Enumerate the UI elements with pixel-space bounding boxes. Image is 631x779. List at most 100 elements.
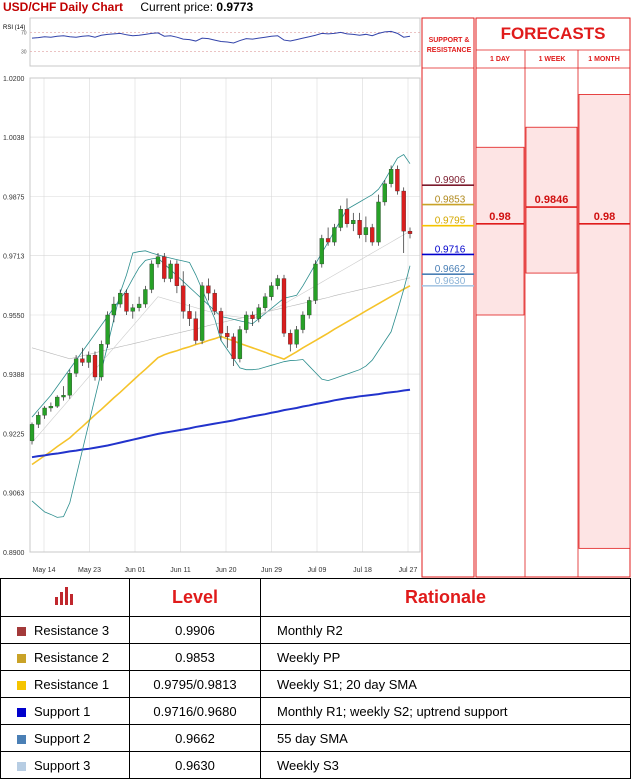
level-value: 0.9853 xyxy=(129,643,261,671)
candle-body xyxy=(401,190,406,232)
x-tick-label: May 23 xyxy=(78,567,101,574)
candle-body xyxy=(395,169,400,192)
level-label: 0.9630 xyxy=(435,276,466,287)
candle-body xyxy=(313,263,318,301)
level-name: Resistance 3 xyxy=(34,622,110,638)
candle-body xyxy=(36,415,41,425)
candle-body xyxy=(155,256,161,265)
candle-body xyxy=(269,285,274,297)
level-rationale: Weekly PP xyxy=(260,643,631,671)
level-rationale: Monthly R1; weekly S2; uptrend support xyxy=(260,697,631,725)
candle-body xyxy=(136,303,142,308)
forecast-range-band xyxy=(475,146,525,316)
level-rationale: Weekly S1; 20 day SMA xyxy=(260,670,631,698)
candle-body xyxy=(237,329,243,359)
x-tick-label: Jul 18 xyxy=(353,567,372,574)
level-rationale: Weekly S3 xyxy=(260,751,631,779)
candle-body xyxy=(225,333,230,338)
candle-body xyxy=(168,263,173,279)
candle-body xyxy=(218,311,224,334)
table-row: Resistance 1 0.9795/0.9813 Weekly S1; 20… xyxy=(0,670,631,698)
level-label: 0.9853 xyxy=(435,195,466,206)
table-row: Support 3 0.9630 Weekly S3 xyxy=(0,751,631,779)
level-value: 0.9716/0.9680 xyxy=(129,697,261,725)
y-tick-label: 0.9225 xyxy=(3,432,25,439)
x-tick-label: Jun 29 xyxy=(261,567,282,574)
table-row: Support 2 0.9662 55 day SMA xyxy=(0,724,631,752)
rsi-tick: 30 xyxy=(21,50,27,56)
candle-body xyxy=(118,292,123,305)
level-swatch xyxy=(17,626,26,636)
y-tick-label: 1.0200 xyxy=(3,76,25,83)
x-tick-label: Jun 01 xyxy=(124,567,145,574)
current-price-value: 0.9773 xyxy=(216,0,254,14)
level-name: Support 2 xyxy=(34,730,91,746)
forecast-range-band xyxy=(525,126,578,274)
candle-body xyxy=(338,209,343,228)
y-tick-label: 0.9713 xyxy=(3,254,25,261)
levels-table: Level Rationale Resistance 3 0.9906 Mont… xyxy=(0,578,631,779)
level-value: 0.9630 xyxy=(129,751,261,779)
candle-body xyxy=(212,292,217,312)
candle-body xyxy=(105,314,110,345)
level-value: 0.9795/0.9813 xyxy=(129,670,261,698)
candle-body xyxy=(307,300,312,316)
candle-body xyxy=(130,307,135,312)
y-tick-label: 1.0038 xyxy=(3,135,25,142)
y-tick-label: 0.8900 xyxy=(3,550,25,557)
candle-body xyxy=(388,169,394,184)
candle-body xyxy=(61,395,66,398)
candle-body xyxy=(244,314,249,330)
rationale-header: Rationale xyxy=(260,578,631,617)
candle-body xyxy=(42,407,47,416)
x-tick-label: Jul 09 xyxy=(308,567,327,574)
sr-panel xyxy=(421,17,475,578)
x-tick-label: May 14 xyxy=(33,567,56,574)
candle-body xyxy=(124,292,129,312)
rsi-line xyxy=(31,30,411,44)
level-name: Support 3 xyxy=(34,757,91,773)
candle-body xyxy=(382,183,387,203)
level-swatch xyxy=(17,653,26,663)
levels-table-header: Level Rationale xyxy=(0,578,631,617)
level-label: 0.9716 xyxy=(435,244,466,255)
candle-body xyxy=(363,227,369,235)
table-row: Support 1 0.9716/0.9680 Monthly R1; week… xyxy=(0,697,631,725)
level-swatch xyxy=(17,734,26,744)
table-row: Resistance 2 0.9853 Weekly PP xyxy=(0,643,631,671)
candle-body xyxy=(281,278,287,334)
candle-body xyxy=(376,201,381,243)
candle-body xyxy=(67,373,72,396)
bar-chart-icon xyxy=(0,578,130,617)
candle-body xyxy=(193,318,198,341)
level-swatch xyxy=(17,680,26,690)
level-rationale: Monthly R2 xyxy=(260,616,631,644)
candle-body xyxy=(80,358,85,363)
candle-body xyxy=(319,238,324,265)
forecast-1month-label: 1 MONTH xyxy=(588,56,620,63)
level-value: 0.9906 xyxy=(129,616,261,644)
candle-body xyxy=(143,289,148,305)
candle-body xyxy=(199,285,205,341)
current-price-label: Current price: xyxy=(140,0,214,14)
level-value: 0.9662 xyxy=(129,724,261,752)
candle-body xyxy=(73,358,79,374)
level-label: 0.9795 xyxy=(435,216,466,227)
level-rationale: 55 day SMA xyxy=(260,724,631,752)
candle-body xyxy=(370,227,375,243)
level-header: Level xyxy=(129,578,261,617)
candle-body xyxy=(288,333,293,345)
level-name: Support 1 xyxy=(34,703,91,719)
candle-body xyxy=(325,238,331,243)
forecast-value: 0.98 xyxy=(594,211,615,223)
x-tick-label: Jun 11 xyxy=(170,567,191,574)
candle-body xyxy=(294,329,299,345)
y-tick-label: 0.9063 xyxy=(3,491,25,498)
sma200-line xyxy=(31,388,411,459)
candle-body xyxy=(99,344,104,378)
rsi-label: RSI (14) xyxy=(3,25,25,31)
x-tick-label: Jul 27 xyxy=(399,567,418,574)
forecast-value: 0.98 xyxy=(489,211,510,223)
candle-body xyxy=(174,263,180,286)
bollinger-lower-line xyxy=(31,250,411,518)
